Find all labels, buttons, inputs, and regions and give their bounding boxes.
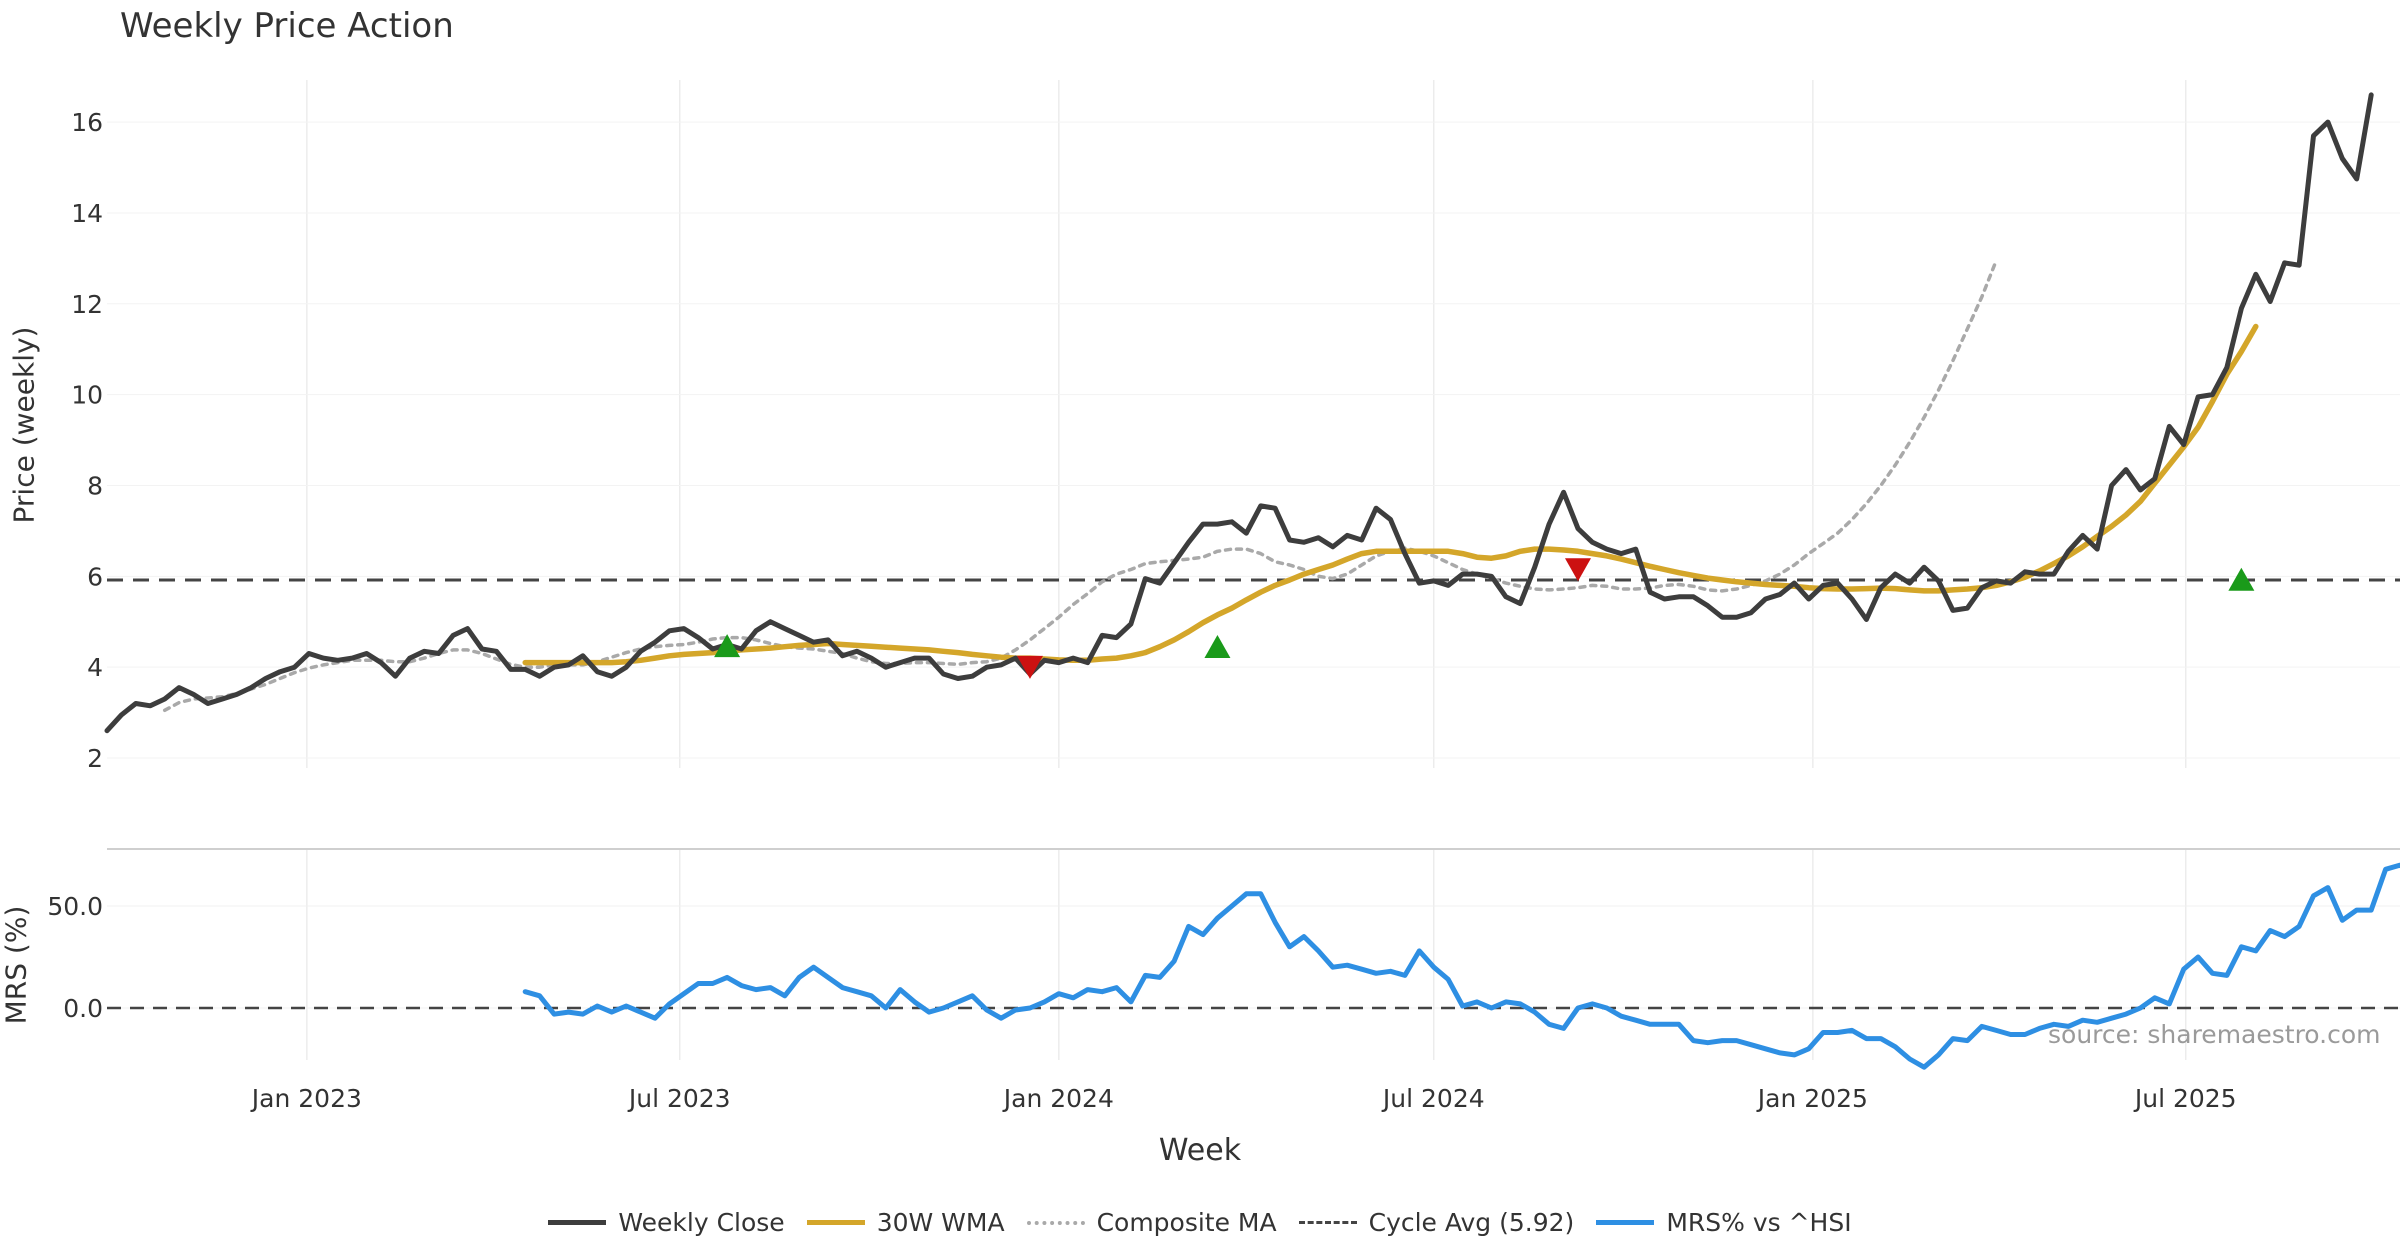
price-y-tick-label: 2 [87,744,103,773]
grid-layer [107,80,2400,1060]
wma-swatch [806,1220,865,1225]
legend-item-composite-ma: Composite MA [1026,1208,1277,1237]
legend-item-weekly-close: Weekly Close [548,1208,785,1237]
mrs-line [522,862,2400,1070]
buy-signal-marker [714,634,741,658]
x-tick-label: Jan 2024 [1002,1084,1114,1113]
composite-ma-swatch [1026,1220,1085,1225]
wma-30w-line [522,323,2259,666]
price-y-tick-label: 4 [87,653,103,682]
x-tick-label: Jul 2023 [627,1084,731,1113]
signal-markers [714,558,2255,679]
legend-label: 30W WMA [876,1208,1005,1237]
legend-label: Composite MA [1096,1208,1277,1237]
cycle-avg-swatch [1298,1221,1357,1224]
price-y-tick-label: 12 [71,290,103,319]
legend-label: MRS% vs ^HSI [1666,1208,1852,1237]
mrs-y-tick-label: 0.0 [63,994,103,1023]
buy-signal-marker [2228,567,2255,591]
sell-signal-marker [1016,655,1043,679]
buy-signal-marker [1204,634,1231,658]
weekly-close-swatch [548,1220,607,1225]
price-y-tick-label: 8 [87,471,103,500]
price-y-tick-label: 16 [71,108,103,137]
price-y-tick-label: 10 [71,381,103,410]
x-tick-label: Jan 2025 [1756,1084,1868,1113]
mrs-y-tick-label: 50.0 [47,892,103,921]
chart-title: Weekly Price Action [120,6,454,46]
price-y-tick-label: 14 [71,199,103,228]
legend-item-cycle-avg: Cycle Avg (5.92) [1298,1208,1575,1237]
x-tick-label: Jul 2024 [1381,1084,1485,1113]
legend-label: Weekly Close [618,1208,785,1237]
x-axis-label: Week [1158,1133,1242,1168]
composite-ma-line [162,258,1998,713]
price-y-tick-label: 6 [87,562,103,591]
source-watermark: source: sharemaestro.com [2048,1020,2381,1049]
axes-layer: Jan 2023 Jul 2023 Jan 2024 Jul 2024 Jan 2025… [47,108,2400,1113]
weekly-close-line [104,92,2374,734]
series-layer [104,92,2400,1070]
legend-label: Cycle Avg (5.92) [1368,1208,1575,1237]
sell-signal-marker [1564,558,1591,582]
mrs-swatch [1596,1220,1655,1225]
x-tick-label: Jan 2023 [250,1084,362,1113]
legend-item-30w-wma: 30W WMA [806,1208,1005,1237]
x-tick-label: Jul 2025 [2133,1084,2237,1113]
legend: Weekly Close 30W WMA Composite MA Cycle … [0,1208,2400,1237]
legend-item-mrs: MRS% vs ^HSI [1596,1208,1852,1237]
